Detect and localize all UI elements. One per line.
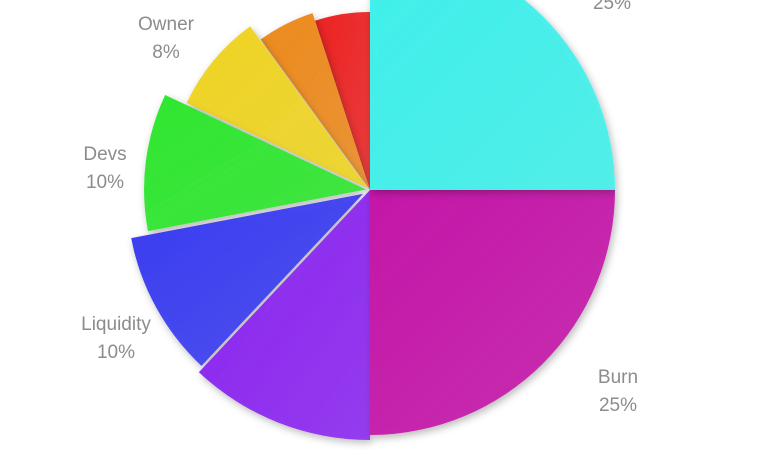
- pie-slice-owner: [186, 26, 368, 189]
- pie-slice-unlabeled-0: [370, 0, 615, 190]
- pie-slice-devs: [144, 94, 367, 232]
- pie-slice-unlabeled-7: [314, 12, 370, 190]
- label-owner: Owner 8%: [138, 14, 194, 63]
- pie-slice-unlabeled-2: [198, 190, 370, 440]
- pie-slice-burn: [370, 190, 615, 435]
- label-devs: Devs 10%: [83, 144, 127, 193]
- pie-slice-liquidity: [131, 193, 363, 366]
- label-liquidity: Liquidity 10%: [81, 314, 151, 363]
- label-burn: Burn 25%: [597, 367, 639, 416]
- pie-slice-unlabeled-6: [260, 13, 370, 191]
- label-slice-top-right: 25%: [592, 0, 632, 14]
